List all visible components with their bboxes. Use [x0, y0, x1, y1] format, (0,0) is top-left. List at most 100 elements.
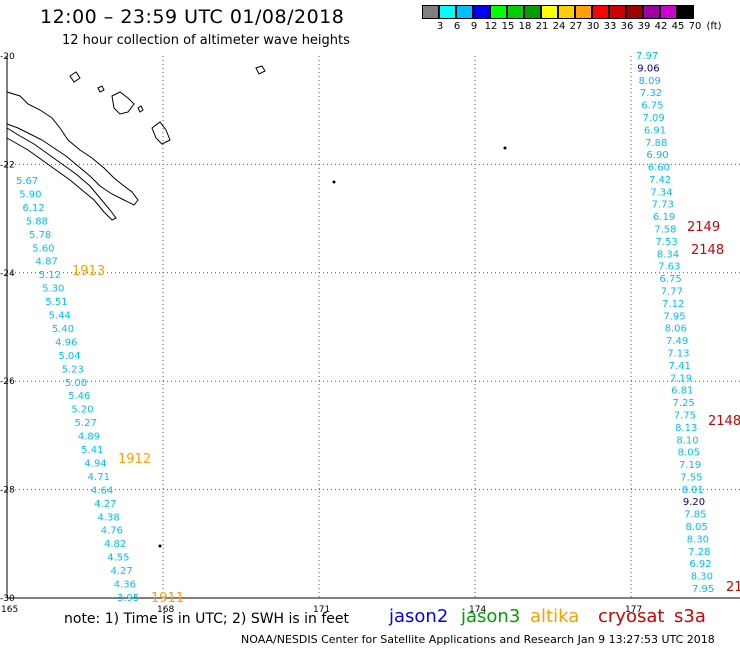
- scale-swatch: [609, 5, 626, 19]
- east-track-value: 7.49: [666, 336, 688, 347]
- east-track-value: 6.91: [644, 125, 666, 136]
- scale-label: 30: [586, 21, 600, 32]
- east-track-value: 7.88: [645, 138, 667, 149]
- legend-jason2: jason2: [389, 606, 449, 627]
- scale-label: 70: [688, 21, 702, 32]
- west-track-value: 4.27: [110, 566, 132, 577]
- coastline-segment: [6, 91, 139, 206]
- island-dot: [503, 146, 507, 150]
- west-track-value: 5.30: [42, 284, 64, 295]
- west-track-value: 4.64: [91, 485, 113, 496]
- east-track-value: 7.28: [688, 547, 710, 558]
- legend-altika: altika: [530, 606, 580, 627]
- east-track-value: 9.20: [683, 497, 705, 508]
- scale-label: 12: [484, 21, 498, 32]
- east-track-value: 7.85: [684, 510, 706, 521]
- west-track-value: 5.04: [58, 351, 80, 362]
- scale-swatch: [473, 5, 490, 19]
- scale-swatch: [592, 5, 609, 19]
- island-dot: [332, 180, 336, 184]
- lat-label: -22: [0, 160, 15, 170]
- scale-swatch: [643, 5, 660, 19]
- west-track-value: 5.12: [39, 270, 61, 281]
- east-track-value: 7.73: [652, 200, 674, 211]
- west-track-value: 4.94: [84, 458, 106, 469]
- east-track-value: 8.10: [676, 435, 698, 446]
- lon-label: 171: [313, 605, 330, 615]
- scale-label: 3: [436, 21, 444, 32]
- time-label: 1913: [72, 264, 105, 279]
- coastline-segment: [111, 91, 135, 115]
- west-track-value: 5.41: [81, 445, 103, 456]
- west-track-value: 5.67: [16, 176, 38, 187]
- east-track-value: 8.30: [687, 534, 709, 545]
- east-track-value: 6.75: [641, 101, 663, 112]
- west-track-value: 5.90: [19, 189, 41, 200]
- west-track-value: 5.27: [75, 418, 97, 429]
- scale-label: 15: [501, 21, 515, 32]
- scale-label: 36: [620, 21, 634, 32]
- scale-swatch: [660, 5, 677, 19]
- east-track-value: 8.06: [665, 324, 687, 335]
- east-track-value: 7.95: [663, 311, 685, 322]
- west-track-value: 5.78: [29, 230, 51, 241]
- east-track-value: 7.77: [661, 287, 683, 298]
- west-track-values: 5.67 5.90 6.12 5.88 5.78 5.60 4.87 5.12 5.30 5.51…: [16, 176, 139, 604]
- east-track-value: 7.19: [679, 460, 701, 471]
- west-track-value: 5.88: [26, 216, 48, 227]
- scale-label: 18: [518, 21, 532, 32]
- scale-label: 6: [453, 21, 461, 32]
- east-track-value: 7.55: [680, 472, 702, 483]
- coastline-segment: [255, 65, 266, 75]
- west-track-value: 4.27: [94, 499, 116, 510]
- scale-swatch: [558, 5, 575, 19]
- east-track-values: 7.979.068.097.326.757.096.917.886.906.60…: [636, 51, 714, 595]
- lat-label: -28: [0, 486, 15, 496]
- west-track-value: 4.38: [97, 512, 119, 523]
- east-track-value: 9.06: [637, 63, 659, 74]
- map-title: 12:00 – 23:59 UTC 01/08/2018: [40, 6, 345, 28]
- east-track-value: 7.19: [670, 373, 692, 384]
- legend-jason3: jason3: [461, 606, 521, 627]
- east-track-value: 7.13: [667, 348, 689, 359]
- island-dot: [158, 544, 162, 548]
- east-track-value: 8.01: [682, 485, 704, 496]
- west-track-value: 5.00: [65, 378, 87, 389]
- lat-label: -30: [0, 594, 15, 604]
- scale-swatch: [490, 5, 507, 19]
- coastline-segment: [151, 121, 171, 145]
- west-track-value: 5.51: [45, 297, 67, 308]
- east-track-value: 7.25: [672, 398, 694, 409]
- east-track-value: 7.09: [643, 113, 665, 124]
- east-track-value: 6.90: [646, 150, 668, 161]
- west-track-value: 4.82: [104, 539, 126, 550]
- west-track-value: 4.55: [107, 553, 129, 564]
- lat-label: -24: [0, 269, 15, 279]
- east-track-value: 7.34: [650, 187, 672, 198]
- legend-s3a: s3a: [674, 606, 706, 627]
- east-track-value: 7.75: [674, 410, 696, 421]
- scale-label: 39: [637, 21, 651, 32]
- time-label: 2149: [687, 220, 720, 235]
- coastline: [6, 65, 507, 548]
- west-track-value: 5.20: [71, 405, 93, 416]
- scale-swatch: [677, 5, 694, 19]
- east-track-value: 8.05: [678, 448, 700, 459]
- east-track-value: 7.32: [640, 88, 662, 99]
- east-track-value: 7.58: [654, 225, 676, 236]
- scale-swatch: [541, 5, 558, 19]
- note-text: note: 1) Time is in UTC; 2) SWH is in fe…: [64, 611, 350, 627]
- east-track-value: 7.53: [656, 237, 678, 248]
- coastline-segment: [137, 105, 144, 113]
- east-track-value: 6.19: [653, 212, 675, 223]
- scale-swatch: [575, 5, 592, 19]
- east-track-value: 8.30: [691, 572, 713, 583]
- scale-label: 45: [671, 21, 685, 32]
- east-track-value: 8.09: [639, 76, 661, 87]
- west-track-value: 5.60: [32, 243, 54, 254]
- scale-label: (ft): [706, 21, 722, 32]
- west-track-value: 4.71: [88, 472, 110, 483]
- east-track-value: 7.95: [692, 584, 714, 595]
